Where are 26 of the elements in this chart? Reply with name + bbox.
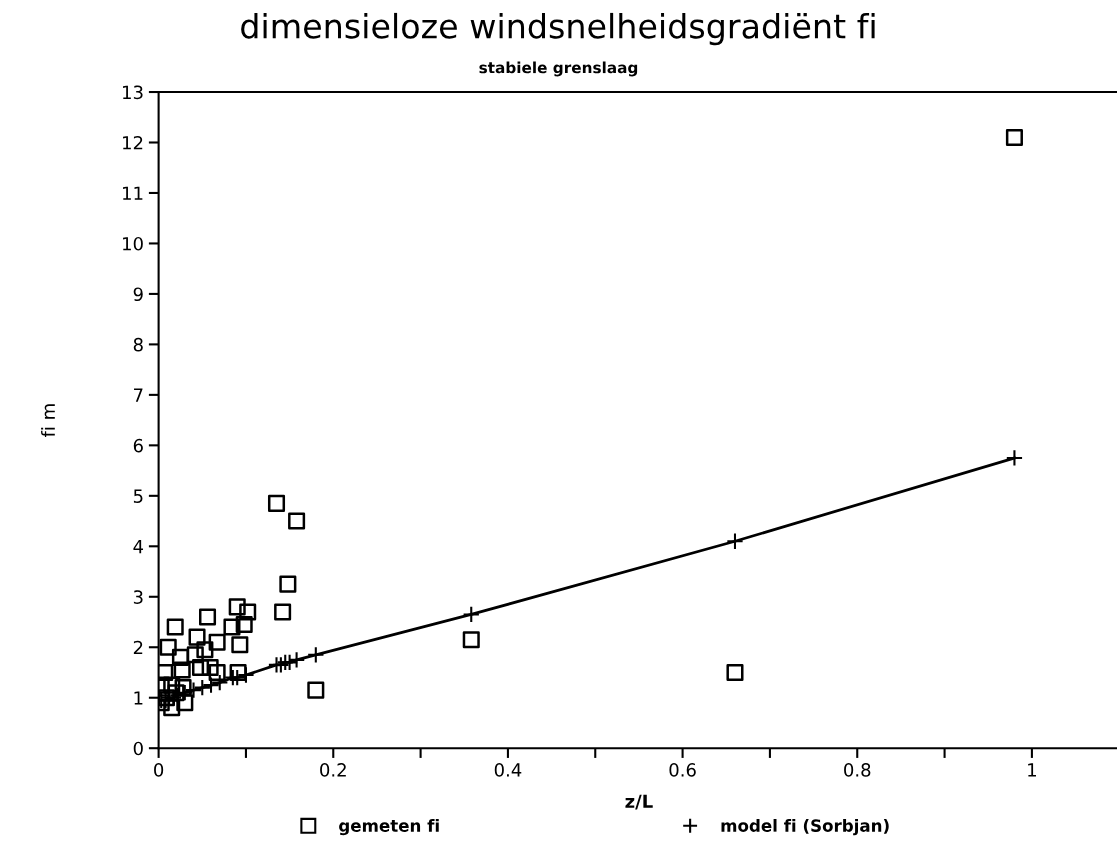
y-tick-label: 13	[123, 85, 143, 100]
y-tick-label: 4	[133, 539, 144, 554]
y-tick-label: 10	[123, 236, 143, 251]
y-tick-label: 7	[134, 388, 143, 402]
chart-subtitle: stabiele grenslaag	[479, 61, 638, 77]
x-tick-label: 0.6	[669, 763, 696, 777]
y-tick-label: 11	[123, 186, 143, 200]
legend-label: model fi (Sorbjan)	[721, 818, 889, 836]
x-tick-label: 1	[1028, 763, 1036, 777]
y-axis-title: fi m	[41, 404, 55, 438]
y-tick-label: 3	[133, 590, 143, 604]
y-tick-label: 9	[133, 287, 143, 302]
y-tick-label: 6	[133, 438, 143, 453]
chart-title: dimensieloze windsnelheidsgradiënt fi	[241, 12, 875, 46]
y-tick-label: 12	[123, 135, 143, 150]
x-tick-label: 0.2	[320, 763, 346, 777]
x-tick-label: 0.4	[494, 763, 522, 777]
y-tick-label: 0	[133, 741, 143, 756]
legend-label: gemeten fi	[339, 818, 439, 836]
y-tick-label: 5	[133, 489, 143, 503]
y-tick-label: 8	[133, 337, 143, 352]
x-tick-label: 0	[154, 763, 164, 777]
y-tick-label: 1	[134, 691, 143, 705]
y-tick-label: 2	[133, 640, 143, 655]
x-axis-title: z/L	[625, 794, 653, 810]
x-tick-label: 0.8	[844, 763, 871, 777]
